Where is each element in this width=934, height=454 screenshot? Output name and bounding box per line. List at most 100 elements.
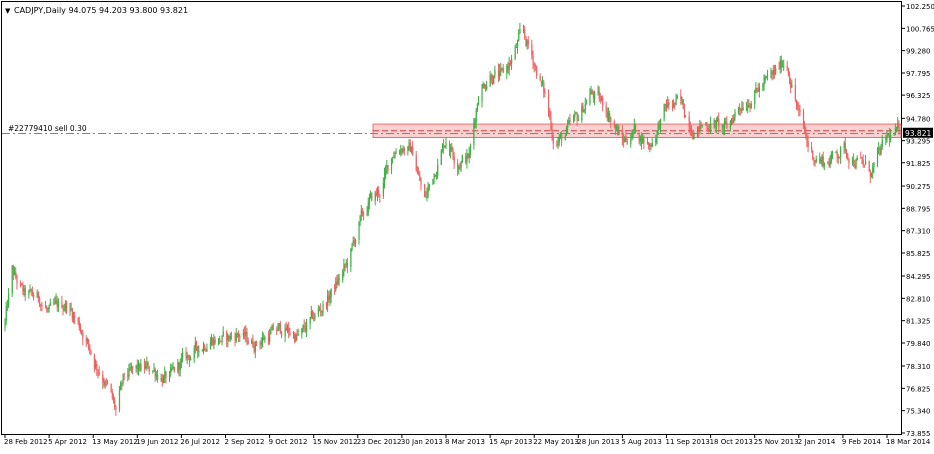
candle-body (860, 157, 862, 159)
candle-body (102, 374, 104, 383)
candle-body (155, 375, 158, 377)
candle-body (631, 132, 633, 141)
candle-body (320, 309, 322, 312)
candle-body (261, 337, 264, 343)
candle-body (762, 86, 764, 88)
candle-body (260, 342, 262, 345)
candle-body (616, 126, 618, 129)
candle-body (550, 116, 552, 129)
candle-body (466, 154, 468, 163)
candle-body (170, 367, 172, 374)
candle-body (49, 302, 51, 306)
symbol-ohlc-label: CADJPY,Daily 94.075 94.203 93.800 93.821 (14, 6, 188, 15)
candle-body (821, 156, 823, 161)
candle-body (47, 309, 49, 310)
candle-body (344, 264, 346, 266)
candle-body (252, 340, 254, 347)
candle-body (453, 156, 455, 163)
candle-body (400, 149, 402, 153)
candle-body (403, 148, 405, 152)
candle-body (212, 338, 214, 345)
candle-body (292, 334, 295, 336)
x-tick-label: 28 Feb 2012 (4, 438, 48, 446)
candle-body (525, 36, 527, 46)
candle-body (855, 160, 857, 168)
candle-body (835, 151, 837, 153)
candle-body (887, 133, 889, 135)
candle-body (607, 113, 610, 119)
candle-body (419, 174, 421, 181)
candle-body (656, 130, 658, 139)
candle-body (253, 346, 255, 352)
candle-body (229, 336, 231, 340)
candle-body (45, 305, 47, 309)
candle-body (847, 153, 849, 159)
candle-body (328, 295, 330, 300)
candle-body (393, 157, 395, 159)
candle-body (443, 144, 445, 148)
candle-body (387, 165, 389, 171)
candle-body (871, 172, 873, 177)
candle-body (281, 331, 283, 337)
candle-body (459, 166, 461, 168)
candle-body (542, 82, 544, 84)
candle-body (310, 311, 313, 318)
candle-body (354, 239, 357, 244)
menu-arrow-icon[interactable]: ▼ (5, 7, 11, 15)
candle-body (583, 109, 585, 112)
candle-body (410, 146, 413, 152)
candle-body (780, 59, 783, 68)
candle-body (591, 90, 593, 94)
candle-body (64, 302, 67, 310)
candle-body (93, 354, 96, 368)
x-tick-label: 2 Jan 2014 (798, 438, 836, 446)
candle-body (374, 192, 376, 201)
candle-body (795, 99, 798, 106)
candle-body (412, 146, 414, 156)
candle-body (718, 118, 720, 127)
candle-body (710, 123, 712, 132)
x-tick-label: 13 May 2012 (92, 438, 138, 446)
current-price-layer: 93.821 (903, 127, 933, 138)
candle-body (173, 366, 175, 372)
candle-body (322, 303, 324, 312)
y-tick-label: 102.250 (906, 3, 934, 11)
candle-body (104, 381, 106, 386)
candle-body (301, 328, 303, 335)
candle-body (897, 123, 899, 128)
candle-body (544, 92, 546, 94)
candle-body (601, 98, 603, 101)
candle-body (713, 120, 715, 124)
candle-body (771, 72, 773, 75)
candle-body (105, 381, 108, 383)
y-tick-label: 96.325 (906, 92, 931, 100)
candle-body (649, 144, 651, 146)
candle-body (451, 146, 453, 151)
candle-body (657, 123, 659, 131)
candle-body (204, 345, 206, 350)
candle-body (66, 302, 68, 310)
candle-body (680, 95, 682, 100)
candle-body (22, 284, 24, 292)
candle-body (625, 137, 627, 141)
candle-body (236, 333, 239, 335)
candle-body (254, 342, 256, 352)
candle-body (577, 120, 579, 121)
candle-body (715, 120, 718, 128)
candle-body (255, 342, 258, 344)
candle-body (54, 301, 56, 303)
candle-body (222, 331, 224, 336)
candle-body (61, 302, 63, 308)
candle-body (62, 307, 64, 310)
candle-body (445, 143, 447, 146)
candle-body (383, 173, 386, 183)
candle-body (811, 146, 813, 151)
candle-body (534, 66, 537, 68)
candle-body (499, 70, 501, 77)
candle-body (819, 158, 821, 163)
candle-body (648, 142, 650, 146)
y-tick-label: 81.325 (906, 318, 931, 326)
candle-body (346, 262, 349, 267)
